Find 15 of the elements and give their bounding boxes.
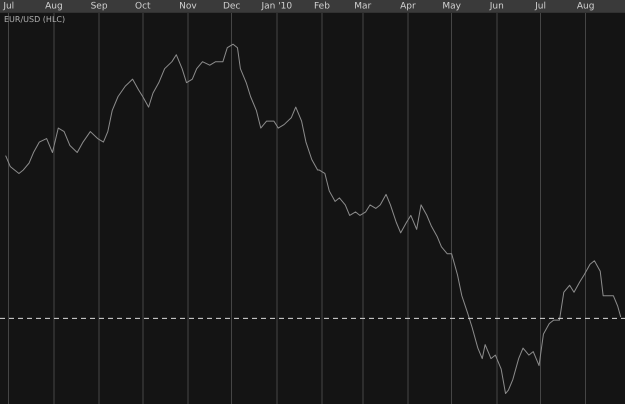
- x-tick-label: Feb: [314, 2, 330, 12]
- x-tick-label: May: [442, 2, 462, 12]
- x-tick-label: Dec: [222, 2, 240, 12]
- chart-title: EUR/USD (HLC): [4, 14, 66, 24]
- x-tick-label: Oct: [134, 2, 152, 12]
- x-tick-label: Jul: [2, 2, 14, 12]
- x-tick-label: Mar: [354, 2, 372, 12]
- x-tick-label: Jun: [488, 2, 504, 12]
- x-tick-label: Nov: [179, 2, 198, 12]
- x-tick-label: Aug: [576, 2, 594, 12]
- x-tick-label: Apr: [400, 2, 416, 12]
- x-tick-label: Jul: [534, 2, 546, 12]
- x-tick-label: Sep: [90, 2, 108, 12]
- x-tick-label: Aug: [45, 2, 63, 12]
- x-tick-label: Jan '10: [260, 2, 292, 12]
